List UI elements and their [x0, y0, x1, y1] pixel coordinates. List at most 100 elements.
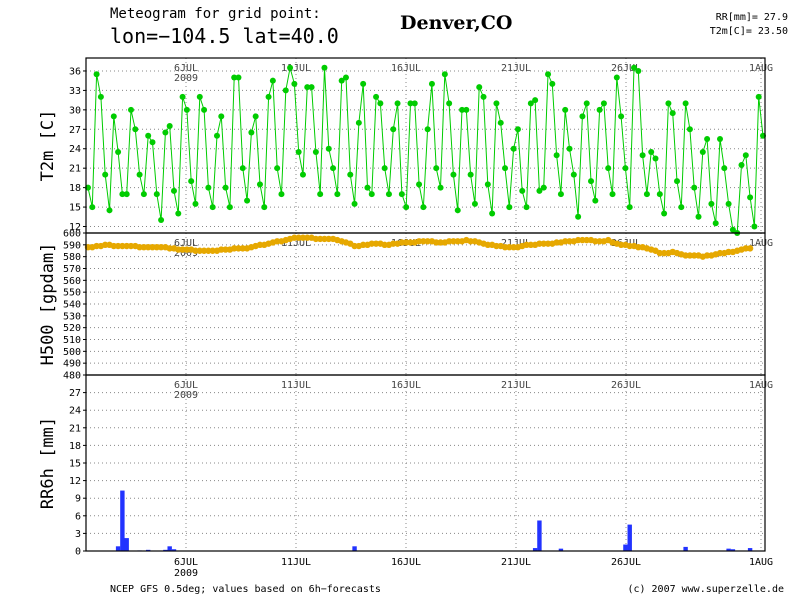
data-point: [192, 200, 199, 207]
data-point: [342, 74, 349, 81]
data-point: [364, 184, 371, 191]
y-tick-label: 21: [69, 423, 81, 434]
location-name: Denver,CO: [400, 12, 513, 34]
data-point: [205, 184, 212, 191]
data-point: [308, 84, 315, 91]
data-point: [330, 165, 337, 172]
data-point: [209, 204, 216, 211]
data-source-note: NCEP GFS 0.5deg; values based on 6h−fore…: [110, 584, 381, 595]
precip-bar: [627, 524, 632, 551]
data-point: [213, 132, 220, 139]
data-point: [170, 187, 177, 194]
x-tick-label: 6JUL: [174, 380, 198, 391]
data-point: [729, 226, 736, 233]
data-point: [678, 204, 685, 211]
precip-bar: [747, 548, 753, 551]
y-tick-label: 540: [63, 300, 81, 311]
data-point: [196, 93, 203, 100]
data-point: [725, 200, 732, 207]
data-point: [459, 106, 466, 113]
y-axis-label: T2m [C]: [38, 110, 58, 182]
data-point: [226, 204, 233, 211]
data-point: [441, 71, 448, 78]
data-point: [691, 184, 698, 191]
data-point: [183, 106, 190, 113]
data-point: [166, 123, 173, 130]
data-point: [261, 204, 268, 211]
data-point: [562, 106, 569, 113]
data-point: [497, 119, 504, 126]
data-point: [717, 136, 724, 143]
data-point: [338, 77, 345, 84]
data-point: [398, 191, 405, 198]
precip-bar: [623, 544, 628, 551]
data-point: [575, 213, 582, 220]
x-tick-label: 6JUL: [174, 63, 198, 74]
data-point: [699, 148, 706, 155]
data-point: [381, 165, 388, 172]
data-point: [162, 129, 169, 136]
data-point: [712, 220, 719, 227]
data-point: [523, 204, 530, 211]
data-point: [222, 184, 229, 191]
precip-bar: [532, 548, 538, 551]
data-point: [527, 100, 534, 107]
y-tick-label: 3: [75, 529, 81, 540]
data-point: [484, 181, 491, 188]
x-tick-label: 11JUL: [281, 380, 311, 391]
data-point: [721, 165, 728, 172]
data-point: [231, 74, 238, 81]
data-point: [127, 106, 134, 113]
data-point: [704, 136, 711, 143]
y-tick-label: 570: [63, 264, 81, 275]
data-point: [158, 217, 165, 224]
data-point: [368, 191, 375, 198]
data-point: [746, 245, 754, 252]
data-point: [274, 165, 281, 172]
x-tick-label: 26JUL: [611, 63, 641, 74]
y-tick-label: 18: [69, 441, 81, 452]
y-tick-label: 480: [63, 371, 81, 382]
data-point: [596, 106, 603, 113]
precip-bar: [537, 520, 542, 551]
data-point: [119, 191, 126, 198]
y-axis-label: H500 [gpdam]: [38, 243, 58, 366]
data-point: [635, 67, 642, 74]
data-point: [540, 184, 547, 191]
y-tick-label: 530: [63, 311, 81, 322]
y-tick-label: 590: [63, 240, 81, 251]
data-point: [669, 110, 676, 117]
chart-title-coordinates: lon=−104.5 lat=40.0: [110, 24, 339, 48]
y-tick-label: 21: [69, 164, 81, 175]
data-point: [609, 191, 616, 198]
panel-frame: [85, 374, 766, 552]
data-point: [661, 210, 668, 217]
precip-bar: [558, 548, 564, 551]
data-point: [385, 191, 392, 198]
data-point: [747, 194, 754, 201]
data-point: [622, 165, 629, 172]
y-tick-label: 15: [69, 459, 81, 470]
y-axis-label: RR6h [mm]: [38, 417, 58, 509]
x-tick-label: 1AUG: [749, 380, 773, 391]
y-tick-label: 30: [69, 105, 81, 116]
chart-title-line1: Meteogram for grid point:: [110, 6, 321, 22]
data-point: [145, 132, 152, 139]
y-tick-label: 0: [75, 547, 81, 558]
y-tick-label: 12: [69, 476, 81, 487]
precip-bar: [730, 549, 736, 551]
y-tick-label: 520: [63, 323, 81, 334]
data-point: [102, 171, 109, 178]
x-tick-label: 6JUL: [174, 238, 198, 249]
data-point: [325, 145, 332, 152]
data-point: [304, 84, 311, 91]
bottom-x-tick-label: 11JUL: [281, 557, 311, 568]
data-point: [175, 210, 182, 217]
data-point: [287, 64, 294, 71]
data-point: [708, 200, 715, 207]
bottom-x-tick-label: 16JUL: [391, 557, 421, 568]
x-tick-label: 16JUL: [391, 380, 421, 391]
data-point: [755, 93, 762, 100]
data-point: [742, 152, 749, 159]
data-point: [244, 197, 251, 204]
